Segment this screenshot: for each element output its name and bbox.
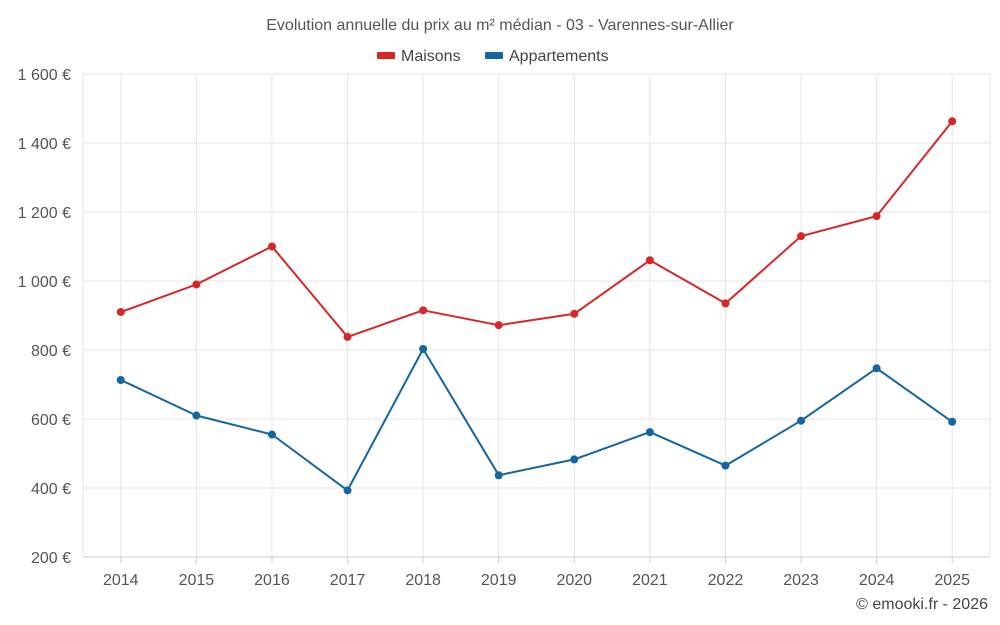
data-point-maisons[interactable] (192, 280, 201, 289)
data-point-appartements[interactable] (721, 461, 730, 470)
data-point-appartements[interactable] (267, 430, 276, 439)
data-point-appartements[interactable] (872, 364, 881, 373)
data-point-appartements[interactable] (645, 428, 654, 437)
x-tick-label: 2017 (330, 572, 366, 589)
data-point-appartements[interactable] (570, 455, 579, 464)
data-point-maisons[interactable] (343, 332, 352, 341)
x-tick-label: 2018 (405, 572, 441, 589)
series-appartements (116, 344, 957, 495)
legend-item-maisons[interactable]: Maisons (377, 48, 461, 65)
x-tick-label: 2020 (556, 572, 592, 589)
legend-label-appartements: Appartements (509, 48, 609, 65)
y-tick-label: 1 600 € (18, 67, 71, 84)
credit-text: © emooki.fr - 2026 (856, 596, 988, 613)
x-tick-label: 2024 (859, 572, 895, 589)
y-tick-label: 1 400 € (18, 136, 71, 153)
data-point-maisons[interactable] (267, 242, 276, 251)
data-point-maisons[interactable] (570, 309, 579, 318)
series-line-appartements (120, 348, 953, 492)
data-point-appartements[interactable] (343, 486, 352, 495)
x-axis-ticks: 2014 2015 2016 2017 2018 2019 2020 2021 2022 2023… (103, 572, 970, 589)
data-point-maisons[interactable] (721, 299, 730, 308)
x-tick-label: 2019 (481, 572, 517, 589)
data-point-maisons[interactable] (948, 117, 957, 126)
grid (82, 73, 991, 563)
data-point-appartements[interactable] (192, 411, 201, 420)
data-point-appartements[interactable] (116, 376, 125, 385)
chart-title: Evolution annuelle du prix au m² médian … (266, 17, 734, 34)
x-tick-label: 2014 (103, 572, 139, 589)
series-group (116, 117, 957, 495)
y-axis-ticks: 200 € 400 € 600 € 800 € 1 000 € 1 200 € 1 400 … (18, 67, 71, 567)
x-tick-label: 2025 (934, 572, 970, 589)
x-tick-label: 2016 (254, 572, 290, 589)
data-point-appartements[interactable] (494, 471, 503, 480)
legend-swatch-appartements (485, 52, 503, 59)
data-point-maisons[interactable] (797, 232, 806, 241)
series-maisons (116, 117, 957, 341)
x-tick-label: 2022 (708, 572, 744, 589)
data-point-maisons[interactable] (419, 306, 428, 315)
data-point-appartements[interactable] (948, 417, 957, 426)
y-tick-label: 800 € (31, 343, 71, 360)
data-point-maisons[interactable] (116, 308, 125, 317)
data-point-maisons[interactable] (645, 256, 654, 265)
data-point-appartements[interactable] (419, 344, 428, 353)
data-point-maisons[interactable] (872, 212, 881, 221)
data-point-appartements[interactable] (797, 416, 806, 425)
data-point-maisons[interactable] (494, 321, 503, 330)
x-tick-label: 2015 (179, 572, 215, 589)
legend-label-maisons: Maisons (401, 48, 461, 65)
legend-swatch-maisons (377, 52, 395, 59)
y-tick-label: 400 € (31, 481, 71, 498)
y-tick-label: 200 € (31, 550, 71, 567)
x-tick-label: 2023 (783, 572, 819, 589)
legend[interactable]: Maisons Appartements (377, 48, 609, 65)
y-tick-label: 600 € (31, 412, 71, 429)
y-tick-label: 1 200 € (18, 205, 71, 222)
y-tick-label: 1 000 € (18, 274, 71, 291)
legend-item-appartements[interactable]: Appartements (485, 48, 609, 65)
x-tick-label: 2021 (632, 572, 668, 589)
series-line-maisons (120, 120, 953, 338)
